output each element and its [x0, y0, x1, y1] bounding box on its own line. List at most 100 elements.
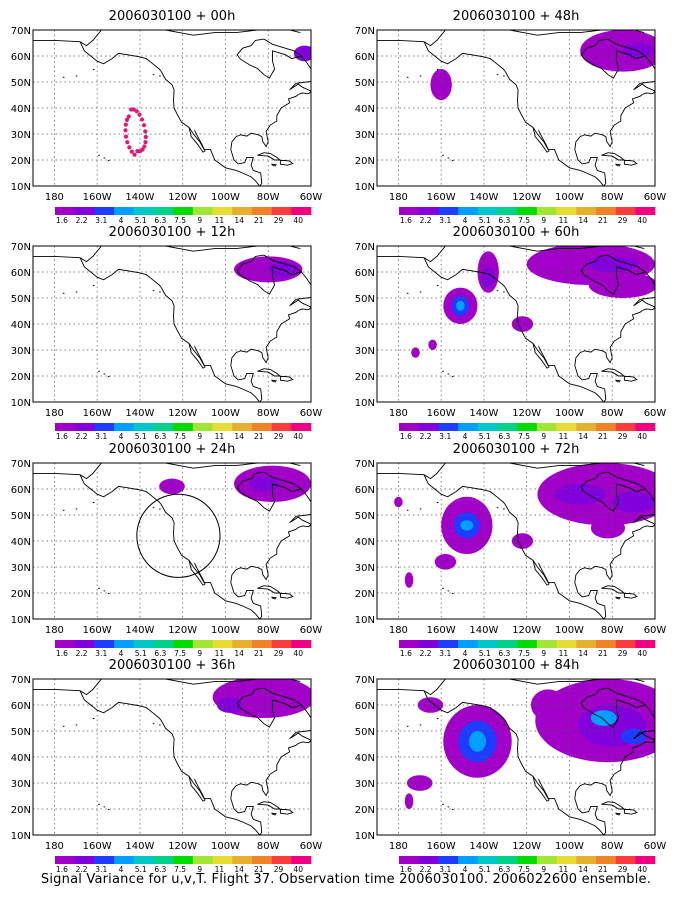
- lon-tick-label: 120W: [512, 841, 541, 852]
- coastline: [188, 343, 206, 369]
- colorbar-label: 6.3: [154, 865, 166, 874]
- colorbar-label: 7.5: [174, 865, 186, 874]
- lon-tick-label: 160W: [427, 841, 456, 852]
- lon-tick-label: 80W: [257, 192, 280, 203]
- variance-contour: [428, 339, 437, 350]
- coastline: [257, 585, 282, 594]
- coastline: [271, 379, 277, 383]
- lon-tick-label: 180: [389, 625, 408, 636]
- island: [406, 292, 409, 294]
- coastline: [623, 593, 638, 599]
- colorbar-swatch: [94, 423, 115, 431]
- colorbar-swatch: [173, 640, 194, 648]
- colorbar-swatch: [192, 423, 213, 431]
- lat-tick-label: 70N: [355, 675, 375, 686]
- colorbar-swatch: [74, 423, 95, 431]
- caption: Signal Variance for u,v,T. Flight 37. Ob…: [40, 872, 652, 887]
- colorbar-label: 1.6: [400, 432, 412, 441]
- colorbar-label: 21: [598, 865, 608, 874]
- colorbar-swatch: [536, 640, 557, 648]
- colorbar-label: 3.1: [95, 216, 107, 225]
- coastline: [230, 55, 311, 186]
- colorbar-swatch: [635, 207, 656, 215]
- colorbar-swatch: [477, 423, 498, 431]
- colorbar-swatch: [635, 856, 656, 864]
- coastline: [623, 809, 638, 815]
- colorbar-swatch: [251, 640, 272, 648]
- island: [496, 74, 499, 76]
- lat-tick-label: 70N: [355, 26, 375, 37]
- lat-tick-label: 70N: [11, 26, 31, 37]
- colorbar-swatch: [615, 207, 636, 215]
- lon-tick-label: 100W: [211, 192, 240, 203]
- variance-contour: [590, 710, 617, 726]
- colorbar-label: 4: [463, 865, 468, 874]
- colorbar-swatch: [635, 423, 656, 431]
- colorbar-label: 6.3: [154, 432, 166, 441]
- coastline: [79, 41, 261, 186]
- coastline: [279, 160, 294, 166]
- coastline: [188, 127, 206, 153]
- colorbar-swatch: [55, 423, 75, 431]
- panel-frame: [376, 245, 656, 403]
- lon-tick-label: 80W: [257, 408, 280, 419]
- island: [62, 725, 65, 727]
- colorbar-label: 3.1: [439, 216, 451, 225]
- island: [152, 74, 155, 76]
- island: [503, 724, 505, 726]
- lon-tick-label: 100W: [211, 625, 240, 636]
- colorbar-label: 9: [541, 865, 546, 874]
- lat-tick-label: 30N: [11, 130, 31, 141]
- lon-tick-label: 100W: [555, 625, 584, 636]
- colorbar-label: 21: [254, 649, 264, 658]
- colorbar-label: 9: [541, 432, 546, 441]
- variance-contour: [404, 572, 414, 588]
- colorbar-label: 40: [637, 649, 647, 658]
- island: [436, 69, 439, 70]
- colorbar-swatch: [517, 640, 538, 648]
- coastline: [601, 368, 626, 377]
- coastline: [246, 463, 287, 464]
- colorbar-swatch: [291, 640, 312, 648]
- colorbar-swatch: [556, 207, 577, 215]
- coastline: [236, 471, 303, 512]
- colorbar-label: 6.3: [498, 865, 510, 874]
- colorbar-swatch: [114, 423, 135, 431]
- variance-contour: [216, 697, 243, 713]
- colorbar-label: 5.1: [135, 216, 147, 225]
- lon-tick-label: 160W: [83, 408, 112, 419]
- variance-contour: [590, 517, 626, 539]
- colorbar-label: 3.1: [95, 649, 107, 658]
- colorbar-label: 11: [559, 216, 569, 225]
- colorbar-swatch: [595, 423, 616, 431]
- lon-tick-label: 160W: [83, 625, 112, 636]
- island: [442, 803, 444, 805]
- coastline: [257, 152, 282, 161]
- colorbar-label: 6.3: [498, 432, 510, 441]
- lon-tick-label: 140W: [469, 192, 498, 203]
- lat-tick-label: 30N: [11, 563, 31, 574]
- island: [406, 76, 409, 78]
- lon-tick-label: 80W: [257, 841, 280, 852]
- coastline: [615, 596, 621, 600]
- colorbar-label: 1.6: [400, 865, 412, 874]
- lat-tick-label: 30N: [355, 346, 375, 357]
- lat-tick-label: 20N: [355, 805, 375, 816]
- island: [107, 376, 110, 377]
- island: [447, 157, 450, 159]
- island: [419, 724, 422, 726]
- lat-tick-label: 20N: [11, 589, 31, 600]
- coastline: [230, 271, 311, 402]
- coastline: [279, 809, 294, 815]
- flight-track-point: [125, 140, 130, 145]
- colorbar-label: 29: [618, 865, 628, 874]
- lat-tick-label: 50N: [11, 511, 31, 522]
- lon-tick-label: 140W: [469, 841, 498, 852]
- coastline: [574, 55, 655, 186]
- coastline: [271, 163, 277, 167]
- flight-track-point: [143, 134, 148, 140]
- colorbar-swatch: [615, 423, 636, 431]
- lon-tick-label: 140W: [469, 625, 498, 636]
- lat-tick-label: 70N: [355, 242, 375, 253]
- coastline: [580, 687, 647, 728]
